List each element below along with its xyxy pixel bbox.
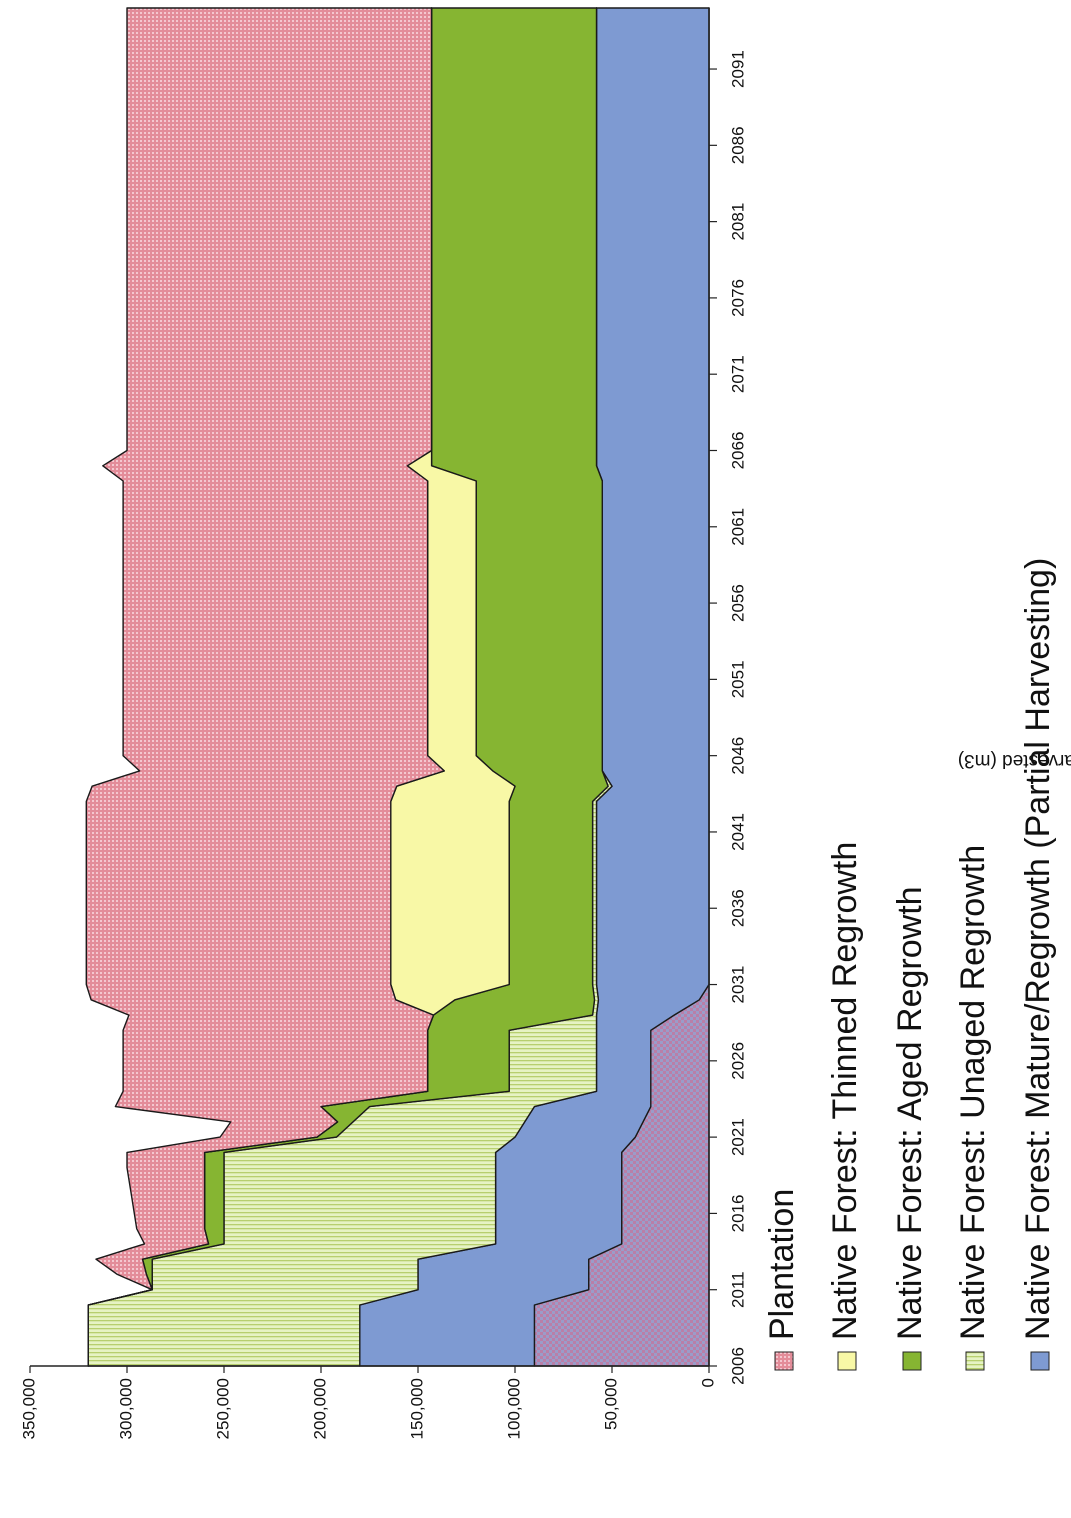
y-tick-label: 300,000 (116, 1378, 135, 1439)
x-tick-label: 2021 (728, 1118, 747, 1156)
x-tick-label: 2071 (728, 355, 747, 393)
y-tick-label: 200,000 (310, 1378, 329, 1439)
y-tick-label: 250,000 (213, 1378, 232, 1439)
x-tick-label: 2031 (728, 966, 747, 1004)
y-axis-title: Volume harvested (m3) (958, 750, 1071, 771)
y-tick-label: 50,000 (601, 1378, 620, 1430)
area-series-5 (85, 7, 445, 1367)
legend-swatch (837, 1351, 857, 1371)
x-tick-label: 2036 (728, 889, 747, 927)
x-tick-label: 2061 (728, 508, 747, 546)
legend-label: Native Forest: Mature/Regrowth (Partial … (1019, 558, 1057, 1340)
x-tick-label: 2041 (728, 813, 747, 851)
x-tick-label: 2091 (728, 50, 747, 88)
x-tick-label: 2086 (728, 126, 747, 164)
x-tick-label: 2026 (728, 1042, 747, 1080)
legend-label: Native Forest: Aged Regrowth (891, 886, 929, 1340)
x-tick-label: 2046 (728, 737, 747, 775)
plot-area (85, 7, 710, 1367)
x-tick-label: 2056 (728, 584, 747, 622)
x-tick-label: 2016 (728, 1195, 747, 1233)
legend-swatch (774, 1351, 794, 1371)
legend-label: Plantation (763, 1189, 801, 1340)
legend-swatch (1030, 1351, 1050, 1371)
x-axis-ticks: 2006 2011 2016 2021 2026 2031 2036 2041 2046 2051… (709, 50, 747, 1385)
x-tick-label: 2076 (728, 279, 747, 317)
legend-swatch (965, 1351, 985, 1371)
x-tick-label: 2011 (728, 1271, 747, 1308)
x-tick-label: 2081 (728, 203, 747, 241)
legend-label: Native Forest: Thinned Regrowth (826, 842, 864, 1340)
legend-label: Native Forest: Unaged Regrowth (954, 845, 992, 1340)
y-axis-ticks: 0 50,000 100,000 150,000 200,000 250,000 300,0… (19, 1366, 717, 1439)
y-tick-label: 350,000 (19, 1378, 38, 1439)
y-tick-label: 0 (698, 1378, 717, 1387)
x-tick-label: 2051 (728, 660, 747, 698)
y-tick-label: 150,000 (407, 1378, 426, 1439)
legend-swatch (902, 1351, 922, 1371)
y-tick-label: 100,000 (504, 1378, 523, 1439)
x-tick-label: 2006 (728, 1347, 747, 1385)
legend: Plantation Native Forest: Thinned Regrowt… (763, 558, 1057, 1371)
x-tick-label: 2066 (728, 432, 747, 470)
